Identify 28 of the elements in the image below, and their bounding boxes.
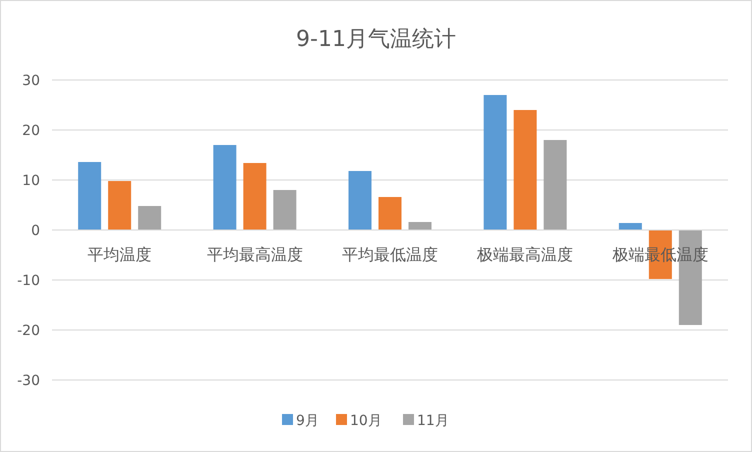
y-tick-label: -10 (17, 273, 40, 289)
legend-label: 9月 (296, 413, 319, 429)
bar (108, 181, 132, 230)
x-tick-label: 平均温度 (88, 245, 152, 264)
legend-label: 11月 (417, 413, 449, 429)
y-tick-label: 10 (22, 173, 40, 189)
bar (213, 145, 236, 230)
x-tick-label: 平均最低温度 (342, 245, 438, 264)
y-tick-label: -20 (17, 323, 40, 339)
y-tick-label: -30 (17, 373, 40, 389)
bar (484, 95, 507, 230)
bar (78, 162, 102, 230)
legend-label: 10月 (350, 413, 382, 429)
bar (408, 222, 432, 230)
x-tick-label: 平均最高温度 (206, 245, 303, 264)
y-tick-label: 20 (22, 123, 40, 139)
bar (243, 163, 266, 230)
bar (378, 197, 402, 230)
bar (348, 171, 372, 230)
bar (273, 190, 296, 230)
y-tick-label: 30 (22, 73, 40, 89)
y-tick-label: 0 (31, 223, 40, 239)
bar (514, 110, 537, 230)
x-tick-label: 极端最高温度 (476, 245, 574, 264)
bar (544, 140, 567, 230)
bar (138, 206, 162, 230)
chart-title: 9-11月气温统计 (296, 27, 456, 52)
bar (618, 223, 642, 230)
